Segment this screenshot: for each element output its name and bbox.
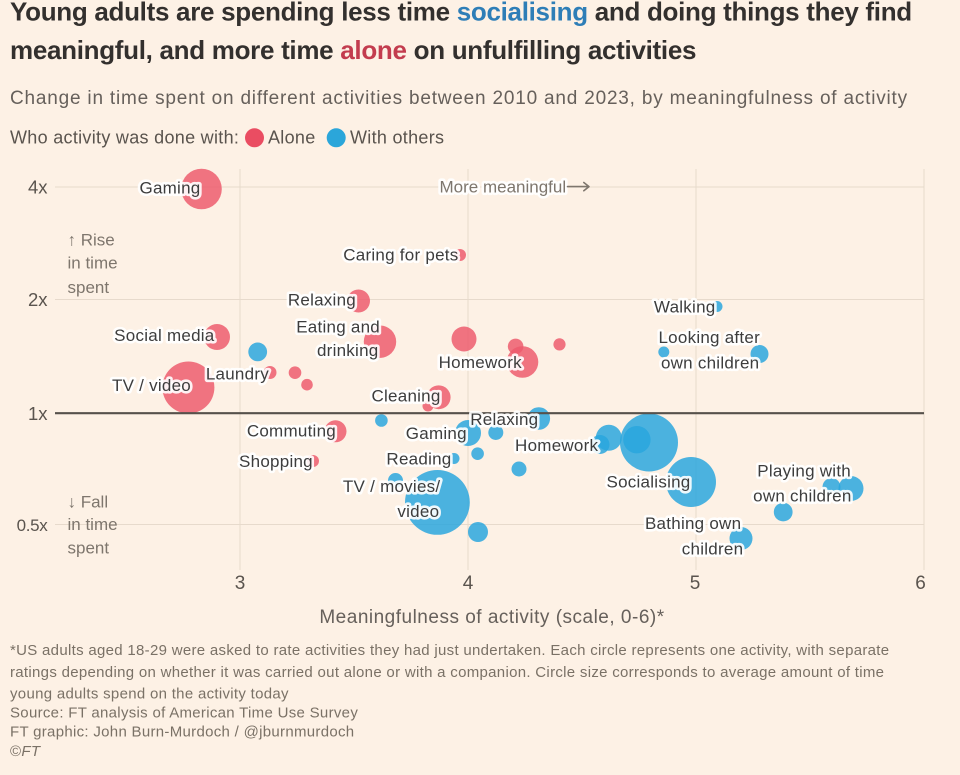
svg-text:Meaningfulness of activity (sc: Meaningfulness of activity (scale, 0-6)* <box>319 607 664 628</box>
svg-text:Bathing own: Bathing own <box>645 514 741 533</box>
svg-text:TV / video: TV / video <box>112 376 191 395</box>
svg-text:TV / movies/: TV / movies/ <box>343 477 440 496</box>
svg-text:2x: 2x <box>28 289 48 310</box>
svg-text:↓ Fall: ↓ Fall <box>68 493 109 512</box>
svg-text:Source: FT analysis of America: Source: FT analysis of American Time Use… <box>10 705 358 722</box>
svg-text:More meaningful: More meaningful <box>440 177 567 196</box>
svg-text:spent: spent <box>68 539 110 558</box>
svg-text:Relaxing: Relaxing <box>470 410 538 429</box>
svg-text:1x: 1x <box>28 403 48 424</box>
svg-text:4: 4 <box>463 573 474 594</box>
svg-text:video: video <box>397 502 439 521</box>
svg-text:meaningful, and more time alon: meaningful, and more time alone on unful… <box>10 35 696 65</box>
svg-text:*US adults aged 18-29 were ask: *US adults aged 18-29 were asked to rate… <box>10 642 889 659</box>
svg-text:Homework: Homework <box>439 353 522 372</box>
svg-text:5: 5 <box>690 573 701 594</box>
svg-text:young adults spend on the acti: young adults spend on the activity today <box>10 686 289 703</box>
svg-text:Gaming: Gaming <box>139 179 200 198</box>
svg-text:own children: own children <box>753 487 851 506</box>
svg-text:Young adults are spending less: Young adults are spending less time soci… <box>10 0 912 27</box>
svg-text:children: children <box>682 539 744 558</box>
svg-text:drinking: drinking <box>317 341 379 360</box>
svg-text:Alone: Alone <box>268 128 316 148</box>
svg-text:Laundry: Laundry <box>206 365 269 384</box>
svg-text:ratings depending on whether i: ratings depending on whether it was carr… <box>10 664 884 681</box>
svg-text:Socialising: Socialising <box>606 472 690 491</box>
svg-text:Who activity was done with:: Who activity was done with: <box>10 128 239 148</box>
svg-text:With others: With others <box>350 128 444 148</box>
svg-text:in time: in time <box>68 254 118 273</box>
svg-text:Eating and: Eating and <box>296 318 380 337</box>
svg-text:4x: 4x <box>28 177 48 198</box>
svg-text:Playing with: Playing with <box>757 462 851 481</box>
svg-text:6: 6 <box>915 573 926 594</box>
svg-text:Looking after: Looking after <box>658 328 760 347</box>
svg-text:Gaming: Gaming <box>406 424 467 443</box>
svg-text:Cleaning: Cleaning <box>371 387 440 406</box>
svg-text:Social media: Social media <box>114 326 215 345</box>
svg-text:FT graphic: John Burn-Murdoch: FT graphic: John Burn-Murdoch / @jburnmu… <box>10 724 354 741</box>
svg-text:own children: own children <box>661 354 759 373</box>
svg-text:Relaxing: Relaxing <box>288 291 356 310</box>
svg-text:spent: spent <box>68 278 110 297</box>
svg-text:3: 3 <box>235 573 246 594</box>
svg-text:Change in time spent on differ: Change in time spent on different activi… <box>10 88 908 109</box>
svg-text:0.5x: 0.5x <box>17 516 49 535</box>
svg-text:Commuting: Commuting <box>247 421 336 440</box>
svg-text:©FT: ©FT <box>10 743 42 760</box>
svg-text:Reading: Reading <box>386 450 451 469</box>
svg-text:Shopping: Shopping <box>239 452 313 471</box>
svg-text:Caring for pets: Caring for pets <box>343 246 458 265</box>
svg-text:Walking: Walking <box>654 298 716 317</box>
svg-text:Homework: Homework <box>515 436 598 455</box>
svg-text:↑ Rise: ↑ Rise <box>68 230 115 249</box>
svg-text:in time: in time <box>68 515 118 534</box>
